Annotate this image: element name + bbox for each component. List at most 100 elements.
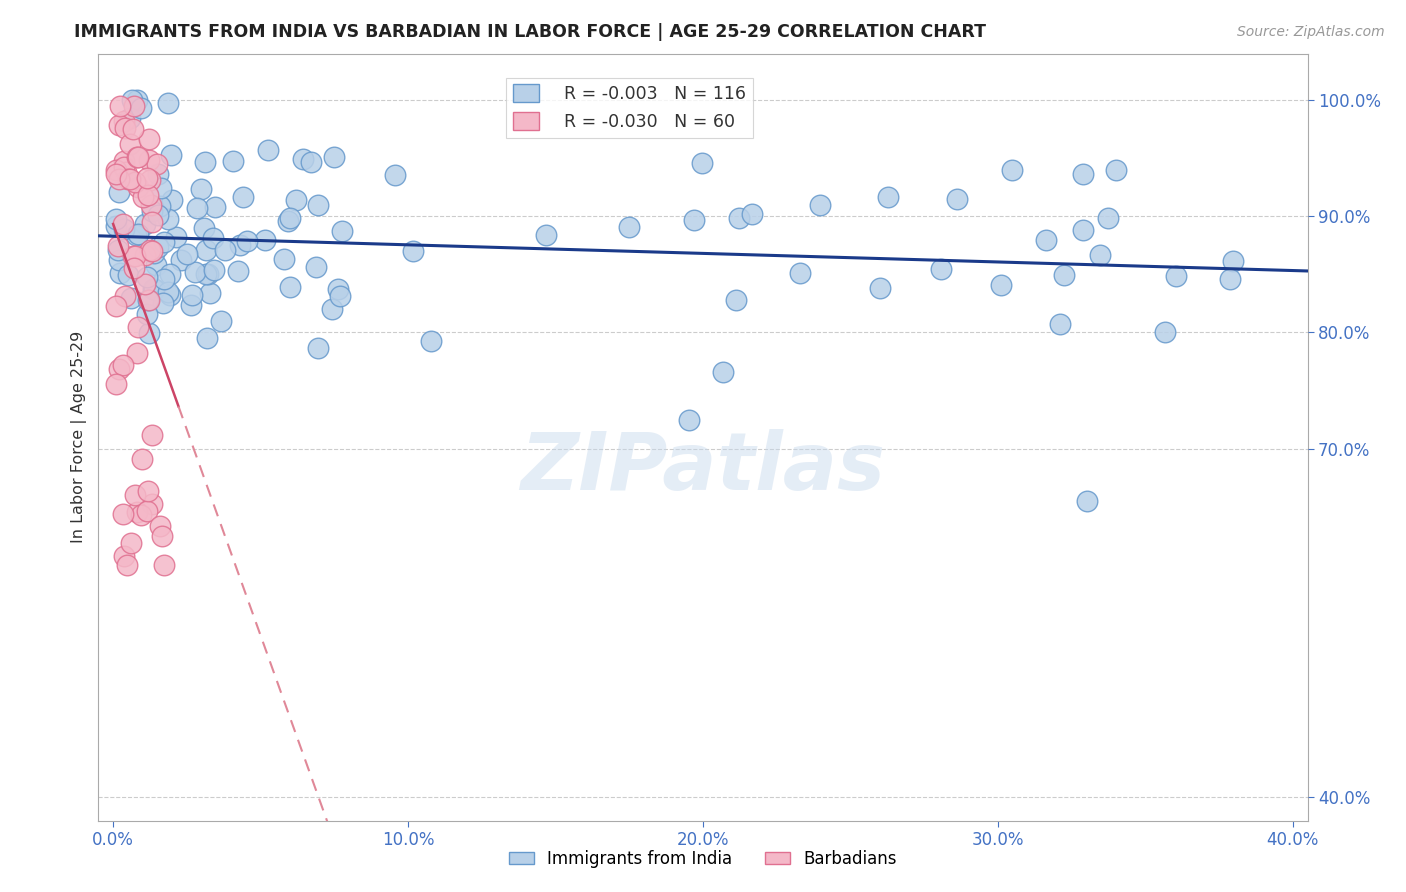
Point bbox=[135, 270, 157, 285]
Point bbox=[305, 260, 328, 275]
Point bbox=[120, 137, 142, 152]
Point bbox=[1166, 269, 1188, 284]
Point bbox=[138, 326, 160, 341]
Point bbox=[711, 365, 734, 379]
Point bbox=[789, 266, 811, 280]
Point bbox=[197, 268, 219, 282]
Point bbox=[195, 331, 218, 345]
Point bbox=[125, 505, 148, 519]
Point bbox=[136, 307, 159, 321]
Point bbox=[146, 167, 169, 181]
Point bbox=[114, 289, 136, 303]
Point bbox=[181, 288, 204, 302]
Point bbox=[232, 190, 254, 204]
Point bbox=[114, 120, 136, 135]
Point bbox=[127, 227, 149, 241]
Point bbox=[1088, 248, 1111, 262]
Point bbox=[105, 162, 128, 177]
Point bbox=[112, 113, 135, 128]
Point bbox=[120, 535, 142, 549]
Point bbox=[124, 249, 146, 263]
Point bbox=[165, 230, 187, 244]
Point bbox=[105, 167, 128, 181]
Point bbox=[117, 558, 139, 572]
Text: ZIPatlas: ZIPatlas bbox=[520, 429, 886, 507]
Point bbox=[108, 185, 131, 199]
Point bbox=[120, 291, 142, 305]
Point bbox=[176, 247, 198, 261]
Point bbox=[141, 428, 163, 442]
Point bbox=[117, 268, 139, 282]
Point bbox=[929, 262, 952, 277]
Point bbox=[384, 169, 406, 183]
Point bbox=[150, 181, 173, 195]
Point bbox=[291, 152, 314, 166]
Point bbox=[420, 334, 443, 348]
Point bbox=[1105, 162, 1128, 177]
Point bbox=[201, 231, 224, 245]
Point bbox=[124, 488, 146, 502]
Point bbox=[236, 234, 259, 248]
Point bbox=[111, 358, 134, 372]
Point bbox=[118, 172, 141, 186]
Point bbox=[149, 199, 172, 213]
Point bbox=[108, 99, 131, 113]
Legend: Immigrants from India, Barbadians: Immigrants from India, Barbadians bbox=[502, 844, 904, 875]
Point bbox=[329, 289, 352, 303]
Point bbox=[112, 160, 135, 174]
Point bbox=[139, 243, 162, 257]
Point bbox=[877, 189, 900, 203]
Point bbox=[193, 221, 215, 235]
Point bbox=[401, 244, 423, 258]
Point bbox=[257, 144, 280, 158]
Point bbox=[111, 508, 134, 522]
Point bbox=[1053, 268, 1076, 282]
Point bbox=[125, 346, 148, 360]
Point bbox=[136, 503, 159, 517]
Point bbox=[125, 94, 148, 108]
Point bbox=[1035, 233, 1057, 247]
Point bbox=[204, 201, 226, 215]
Point bbox=[134, 248, 156, 262]
Point bbox=[152, 296, 174, 310]
Point bbox=[619, 219, 641, 234]
Point bbox=[159, 267, 181, 281]
Point bbox=[1076, 494, 1098, 508]
Point bbox=[869, 281, 891, 295]
Point bbox=[153, 272, 176, 286]
Point bbox=[136, 170, 159, 185]
Point bbox=[222, 154, 245, 169]
Point bbox=[156, 211, 179, 226]
Point bbox=[990, 278, 1012, 293]
Point bbox=[139, 197, 162, 211]
Point bbox=[321, 302, 343, 317]
Point bbox=[107, 118, 129, 132]
Point bbox=[1153, 325, 1175, 339]
Point bbox=[1049, 317, 1071, 331]
Point bbox=[143, 282, 166, 296]
Point bbox=[136, 187, 159, 202]
Point bbox=[150, 529, 173, 543]
Point bbox=[105, 377, 128, 392]
Point bbox=[307, 342, 329, 356]
Point bbox=[683, 213, 706, 227]
Point bbox=[105, 212, 128, 227]
Point bbox=[134, 277, 156, 292]
Point bbox=[139, 173, 162, 187]
Point bbox=[105, 299, 128, 313]
Point bbox=[127, 180, 149, 194]
Point bbox=[136, 293, 159, 307]
Point bbox=[112, 222, 135, 236]
Point bbox=[198, 285, 221, 300]
Point bbox=[122, 98, 145, 112]
Point bbox=[253, 233, 276, 247]
Point bbox=[727, 211, 749, 226]
Point bbox=[534, 227, 557, 242]
Point bbox=[131, 452, 153, 467]
Point bbox=[1071, 223, 1094, 237]
Point bbox=[112, 549, 135, 563]
Point bbox=[134, 218, 156, 232]
Point bbox=[148, 209, 170, 223]
Point bbox=[690, 156, 713, 170]
Point bbox=[115, 165, 138, 179]
